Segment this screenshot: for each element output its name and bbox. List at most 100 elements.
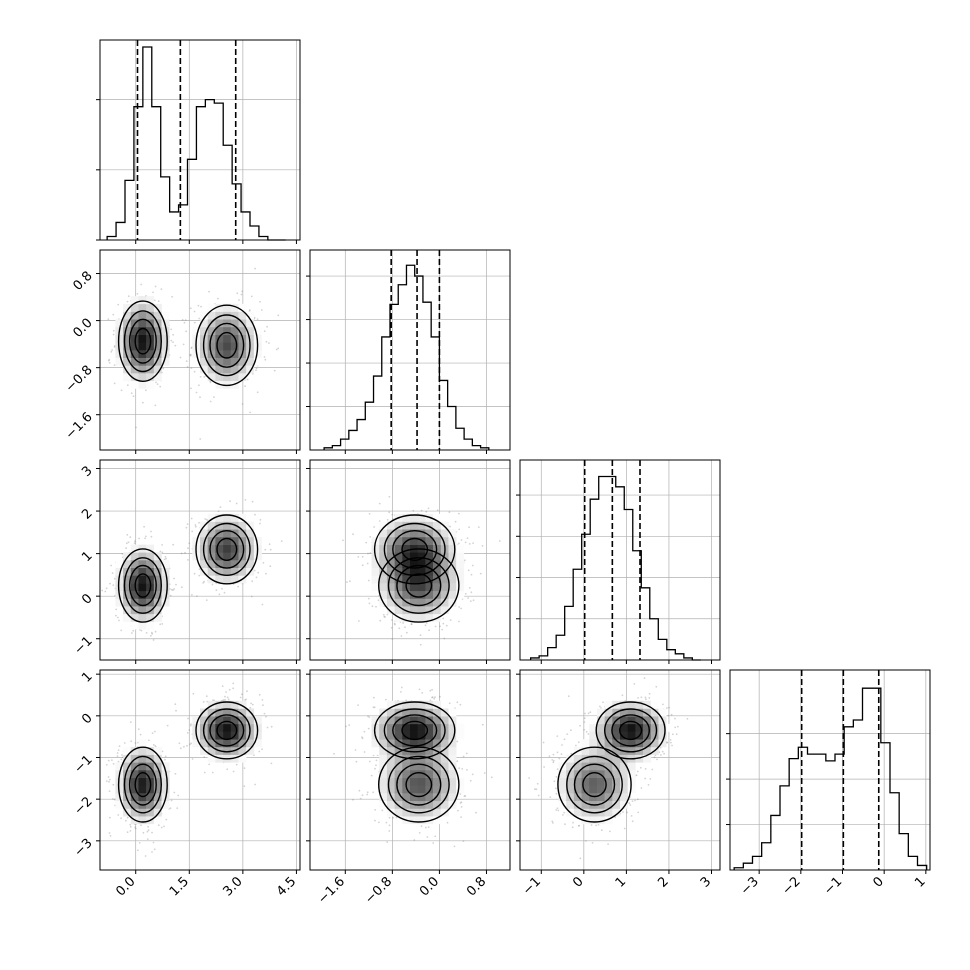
pair-x0-x2-density-cell [123, 575, 132, 584]
pair-x1-x3-point [361, 737, 364, 740]
pair-x1-x3-panel: −1.6 −0.8 0.0 0.8 [306, 669, 511, 907]
pair-x0-x1-point [182, 343, 185, 346]
pair-x0-x2-contour [123, 557, 162, 614]
pair-x0-x1-density-cell [253, 350, 262, 358]
pair-x1-x2-density-cell [448, 575, 457, 584]
pair-x0-x3-point [120, 758, 123, 761]
pair-x1-x2-density-cell [433, 521, 442, 530]
pair-x1-x2-density-cell [371, 575, 380, 584]
pair-x0-x3-point [137, 849, 139, 852]
pair-x0-x2-point [109, 582, 111, 585]
pair-x1-x2-density-cell [433, 598, 442, 607]
pair-x0-x3-density-cell [115, 800, 124, 809]
pair-x1-x2-density-cell [379, 583, 388, 592]
pair-x0-x1-point [195, 391, 198, 394]
pair-x1-x2-density-cell [456, 544, 465, 553]
pair-x1-x2-point [470, 573, 473, 576]
pair-x1-x3-point [448, 702, 451, 705]
pair-x0-x1-density-cell [138, 326, 147, 335]
pair-x0-x1-point [117, 303, 120, 306]
pair-x0-x2-contour [117, 548, 168, 623]
pair-x0-x2-density-cell [146, 560, 155, 568]
pair-x0-x1-density-cell [200, 319, 208, 328]
pair-x0-x2-point [150, 535, 153, 538]
pair-x0-x2-point [126, 533, 129, 536]
pair-x0-x3-ytick-label: −3 [71, 836, 95, 860]
pair-x0-x1-density-cell [192, 326, 201, 335]
pair-x0-x1-point [130, 392, 133, 395]
pair-x0-x3-density-cell [161, 800, 170, 809]
pair-x0-x3-point [187, 717, 190, 720]
pair-x0-x3-density-cell [246, 746, 255, 755]
pair-x0-x3-point [108, 832, 111, 834]
pair-x0-x2-point [144, 537, 147, 540]
pair-x0-x2-point [262, 561, 265, 564]
pair-x1-x2-density-cell [379, 544, 388, 553]
pair-x0-x1-density-cell [230, 342, 239, 351]
pair-x0-x1-point [209, 400, 212, 403]
pair-x1-x3-point [375, 759, 378, 762]
pair-x1-x2-point [398, 627, 401, 630]
pair-x0-x3-contour [202, 708, 251, 753]
pair-x0-x2-point [104, 590, 107, 593]
pair-x1-x2-density-cell [371, 583, 380, 592]
pair-x0-x2-density-cell [115, 560, 124, 568]
pair-x0-x2-density-cell [146, 621, 155, 630]
pair-x0-x2-density-cell [200, 536, 208, 545]
pair-x1-x2-point [439, 625, 441, 628]
pair-x0-x3-point [208, 763, 211, 766]
pair-x0-x1-point [255, 369, 257, 372]
pair-x0-x1-density-cell [153, 334, 162, 343]
pair-x1-x2-density-cell [371, 544, 380, 553]
pair-x0-x3-point [178, 742, 181, 745]
pair-x0-x1-point [264, 358, 267, 361]
pair-x1-x3-point [459, 703, 462, 706]
pair-x1-x3-point [463, 795, 466, 798]
pair-x0-x2-density-cell [161, 575, 170, 584]
pair-x0-x3-point [160, 826, 163, 829]
pair-x0-x2-contour [216, 537, 238, 561]
pair-x1-x2-density-cell [417, 598, 426, 607]
pair-x0-x2-density-cell [161, 560, 170, 568]
pair-x1-x2-point [368, 513, 371, 515]
pair-x0-x2-point [113, 577, 116, 580]
pair-x0-x1-point [154, 285, 157, 288]
pair-x1-x2-density-cell [448, 536, 457, 545]
pair-x0-x3-point [121, 754, 123, 756]
pair-x0-x3-point [175, 709, 177, 712]
pair-x0-x2-density-cell [215, 575, 224, 584]
pair-x1-x2-density-cell [425, 583, 434, 592]
pair-x1-x2-point [477, 526, 480, 528]
pair-x1-x2-point [468, 526, 470, 529]
pair-x0-x2-density-cell [138, 552, 147, 561]
pair-x0-x1-ytick-label: 0.0 [70, 316, 95, 341]
pair-x1-x3-point [392, 816, 394, 819]
pair-x0-x2-point [161, 623, 164, 625]
pair-x0-x3-point [109, 835, 112, 837]
pair-x1-x2-density-cell [386, 590, 395, 599]
pair-x0-x2-point [218, 593, 221, 596]
pair-x0-x2-contour [128, 564, 157, 607]
pair-x0-x1-density-cell [138, 296, 147, 305]
pair-x0-x1-density-cell [130, 357, 139, 366]
pair-x0-x2-point [269, 548, 272, 551]
pair-x0-x2-density-cell [207, 544, 216, 553]
pair-x1-x3-point [370, 774, 373, 777]
pair-x1-x2-point [394, 623, 396, 626]
pair-x1-x2-density-cell [410, 529, 418, 538]
pair-x0-x3-point [152, 841, 155, 844]
pair-x0-x1-density-cell [123, 326, 132, 335]
pair-x0-x3-point [134, 827, 137, 830]
pair-x0-x2-density-cell [238, 567, 247, 576]
pair-x0-x3-density-cell [207, 739, 216, 748]
pair-x0-x2-density-cell [146, 606, 155, 615]
pair-x0-x1-point [127, 295, 130, 298]
pair-x0-x2-density-cell [223, 513, 232, 522]
pair-x0-x3-density-cell [192, 739, 201, 748]
pair-x0-x3-point [165, 818, 168, 821]
pair-x0-x1-contour [209, 322, 245, 368]
pair-x1-x3-point [345, 725, 347, 728]
pair-x0-x3-density-cell [130, 800, 139, 809]
pair-x0-x2-point [221, 587, 223, 590]
